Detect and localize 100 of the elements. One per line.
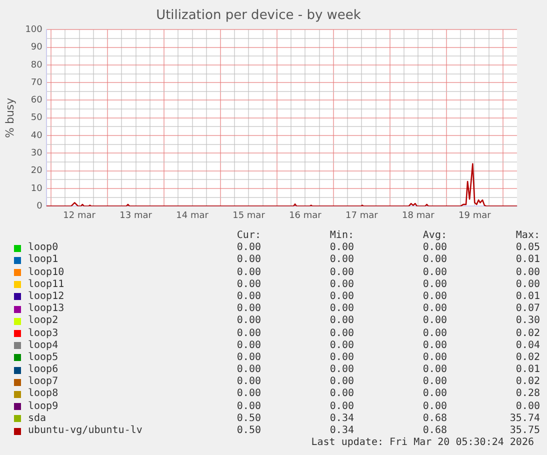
text: 0.00: [422, 242, 447, 254]
legend-label: loop1: [28, 254, 60, 267]
y-tick-label: 10: [30, 184, 43, 194]
text: 0.00: [236, 388, 261, 401]
text: 0.04: [514, 340, 540, 352]
y-tick-label: 50: [30, 113, 43, 124]
legend-label: loop8: [28, 388, 60, 401]
text: 0.01: [514, 254, 540, 267]
text: 0.00: [236, 364, 261, 376]
text: 0.30: [514, 315, 540, 328]
y-tick-label: 70: [30, 78, 43, 88]
legend-label: loop12: [28, 290, 66, 303]
legend-label: loop13: [28, 303, 66, 315]
legend-label: loop0: [28, 242, 60, 254]
text: 35.75: [508, 425, 540, 438]
text: 0.00: [236, 352, 261, 364]
text: 0.00: [328, 303, 354, 316]
x-tick-label: 16 mar: [289, 210, 322, 221]
text: 0.02: [514, 376, 540, 388]
legend-label: loop7: [28, 376, 60, 388]
x-tick-label: 12 mar: [63, 210, 96, 221]
text: 0.02: [514, 352, 540, 364]
text: 0.00: [328, 364, 354, 376]
text: 0.00: [328, 388, 354, 401]
text: 0.00: [328, 242, 354, 254]
text: 0.00: [328, 254, 354, 267]
y-tick-label: 60: [30, 96, 43, 106]
y-tick-label: 90: [30, 42, 43, 53]
legend-label: loop9: [28, 400, 60, 413]
text: 0.00: [236, 376, 261, 388]
text: 0.00: [236, 303, 261, 316]
text: 0.01: [514, 364, 540, 376]
y-tick-label: 40: [30, 130, 43, 141]
text: 0.00: [328, 400, 354, 413]
text: 0.00: [236, 266, 261, 279]
legend-label: sda: [28, 412, 48, 425]
text: 0.00: [236, 278, 261, 291]
text: 0.00: [236, 242, 261, 254]
text: 0.00: [422, 400, 447, 413]
text: Max:: [514, 230, 540, 242]
text: 0.00: [236, 290, 261, 304]
text: 0.00: [328, 328, 354, 340]
y-tick-label: 100: [25, 24, 43, 35]
y-tick-label: 80: [30, 60, 43, 70]
legend-label: loop2: [28, 315, 60, 328]
x-tick-label: 18 mar: [402, 210, 435, 221]
legend-label: loop11: [28, 278, 66, 291]
text: 0.00: [422, 303, 447, 316]
text: 0.00: [422, 254, 447, 267]
text: 0.00: [236, 254, 261, 267]
text: 0.00: [422, 388, 447, 401]
text: 0.02: [514, 328, 540, 340]
text: Min:: [328, 230, 354, 242]
chart-title: Utilization per device - by week: [156, 8, 362, 24]
x-tick-label: 17 mar: [346, 210, 378, 221]
text: Last update: Fri Mar 20 05:30:24 2026: [310, 437, 534, 448]
text: 0.00: [328, 340, 354, 352]
legend-label: loop5: [28, 352, 60, 364]
legend-label: loop3: [28, 328, 60, 340]
text: 0.00: [514, 266, 540, 279]
text: 0.00: [328, 376, 354, 388]
text: 0.34: [328, 412, 354, 425]
text: 0.00: [422, 376, 447, 388]
text: 0.01: [514, 290, 540, 304]
text: 0.05: [514, 242, 540, 254]
text: 0.00: [328, 290, 354, 304]
text: 0.50: [236, 425, 261, 438]
text: 0.00: [328, 266, 354, 279]
text: 0.00: [422, 278, 447, 291]
text: 0.00: [514, 278, 540, 291]
text: 0.00: [236, 340, 261, 352]
y-tick-label: 0: [36, 202, 43, 212]
y-tick-label: 20: [30, 166, 43, 176]
y-axis-title: % busy: [3, 97, 16, 138]
text: Cur:: [236, 230, 261, 242]
text: 0.68: [422, 425, 447, 438]
text: 0.00: [422, 315, 447, 328]
text: 0.00: [328, 278, 354, 291]
text: 0.00: [422, 328, 447, 340]
x-tick-label: 15 mar: [232, 210, 266, 221]
text: 0.00: [236, 400, 261, 413]
text: 0.00: [422, 364, 447, 376]
text: 0.00: [236, 315, 261, 328]
text: 0.00: [236, 328, 261, 340]
x-tick-label: 19 mar: [458, 210, 492, 221]
legend-label: ubuntu-vg/ubuntu-lv: [28, 425, 144, 438]
text: 0.00: [422, 340, 447, 352]
text: Avg:: [422, 230, 447, 242]
text: 0.07: [514, 303, 540, 316]
text: 0.68: [422, 412, 447, 425]
text: 0.00: [422, 290, 447, 304]
legend-label: loop10: [28, 266, 66, 279]
text: 0.00: [514, 400, 540, 413]
x-tick-label: 14 mar: [176, 210, 209, 221]
text: 0.00: [422, 352, 447, 364]
text: 0.00: [328, 315, 354, 328]
x-tick-label: 13 mar: [120, 210, 152, 221]
legend-label: loop6: [28, 364, 60, 376]
text: 0.00: [328, 352, 354, 364]
text: 0.34: [328, 425, 354, 437]
